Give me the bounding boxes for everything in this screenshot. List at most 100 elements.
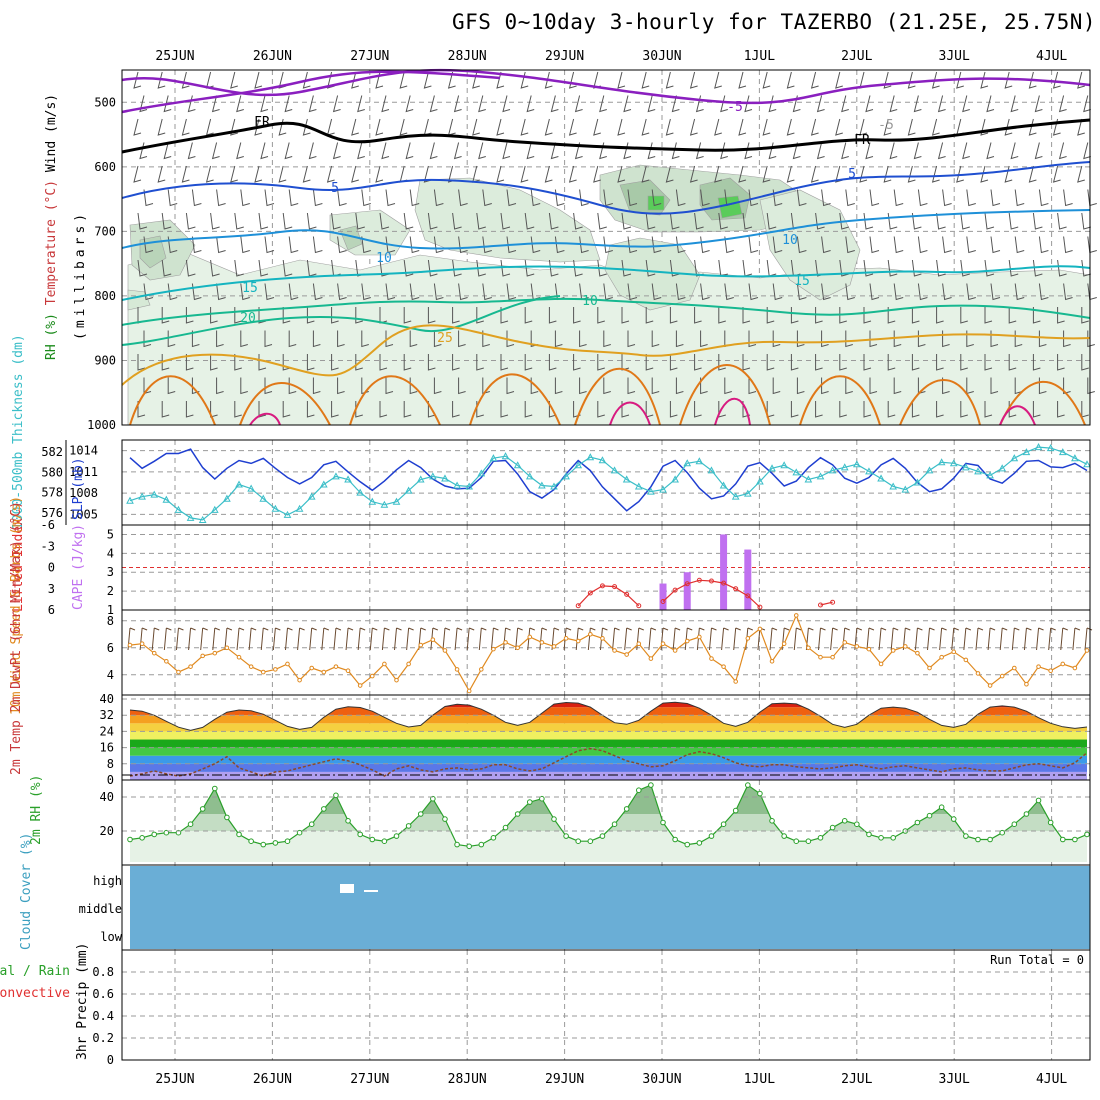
wind-barb [942,283,952,301]
precip-ylabel-convective: Convective [0,986,70,1001]
wind-barb [1032,307,1041,324]
thickness-marker [647,487,655,495]
cape-tick-label: 2 [107,584,114,598]
wind-barb [859,118,868,136]
contour-label: -5 [878,118,894,133]
thickness-marker [404,486,413,494]
wind-speed-marker [878,661,884,667]
pressure-tick-label: 600 [94,160,116,174]
thickness-marker [1058,448,1067,456]
wind-barb [161,401,170,418]
wind-barb [718,259,728,277]
precip-tick-label: 0.2 [92,1031,114,1045]
wind-barb [980,71,989,89]
wind-barb [1052,71,1061,89]
wind-barb [845,189,855,207]
wind-barb [1004,165,1013,183]
cape-bar [720,534,728,610]
thickness-marker [489,454,498,462]
wind-barb [796,189,807,207]
wind-barb [621,354,630,371]
wind-barb [394,627,402,651]
wind-barb [841,95,849,113]
rh-marker [696,840,703,846]
wind-barb [503,627,511,651]
wind-barb [254,71,263,89]
wind-barb [205,118,214,136]
wind-barb [720,142,728,160]
wind-barb [603,330,611,348]
lifted-index-line [577,585,640,607]
wind-barb [893,236,904,254]
temp-bands [130,702,1087,780]
contour-label: 10 [782,233,798,248]
li-tick-label: -6 [41,518,55,532]
rh-marker [526,799,533,805]
wind-barb [1032,259,1043,277]
wind-barb [361,330,369,348]
rh-tick-label: 40 [100,790,114,804]
wind-barb [786,71,795,89]
wind-barb [766,354,775,371]
temperature-contour [121,70,501,114]
wind-barb [337,377,345,395]
wind-barb [234,354,242,371]
thickness-marker [247,484,255,492]
wind-barb [478,142,486,160]
lifted-index-marker [745,593,751,599]
wind-barb [500,307,509,324]
wind-barb [641,165,650,183]
wind-barb [452,354,460,371]
wind-barb [1014,283,1025,301]
dewpoint-line [129,747,1088,777]
rh-marker [1072,836,1078,843]
wind-barb [524,307,533,324]
wind-barb [216,283,226,301]
wind-barb [297,627,305,651]
wind-barb [143,330,152,348]
thickness-marker [840,463,849,471]
wind-barb [230,165,238,183]
wind-barb [865,142,874,160]
wind-barb [694,401,702,418]
wind-barb [526,95,535,113]
wind-barb [936,212,946,230]
wind-barb [942,377,950,395]
thickness-marker [828,466,837,474]
wind-speed-marker [709,656,714,661]
panel-frame [121,609,1091,696]
wind-barb [520,118,529,136]
rh-marker [660,819,666,826]
wind-barb [1034,95,1043,113]
rh-marker [587,838,594,845]
rh-ylabel: 2m RH (%) [29,775,44,845]
wind-speed-marker [733,679,738,684]
wind-barb [1038,283,1049,301]
wind-barb [284,95,293,113]
wind-barb [427,259,438,277]
thickness-tick-label: 578 [41,486,63,500]
cape-bar [744,549,752,610]
wind-barb [139,142,148,160]
wind-barb [990,377,999,395]
wind-speed-marker [818,654,823,660]
wind-barb [502,95,511,113]
wind-barb [966,330,974,348]
wind-barb [1023,627,1032,651]
wind-barb [718,307,726,324]
wind-barb [863,401,872,418]
wind-barb [617,71,626,89]
wind-barb [210,401,218,418]
wind-barb [211,95,220,113]
thickness-marker [235,480,243,488]
wind-barb [520,165,529,183]
contour-label: 25 [437,331,453,346]
thickness-marker [719,481,728,489]
wind-barb [185,259,196,277]
wind-barb [312,330,321,348]
wind-barb [139,627,148,651]
rh-marker [563,833,569,839]
wind-barb [409,283,420,301]
wind-barb [321,627,330,651]
wind-barb [839,259,849,277]
